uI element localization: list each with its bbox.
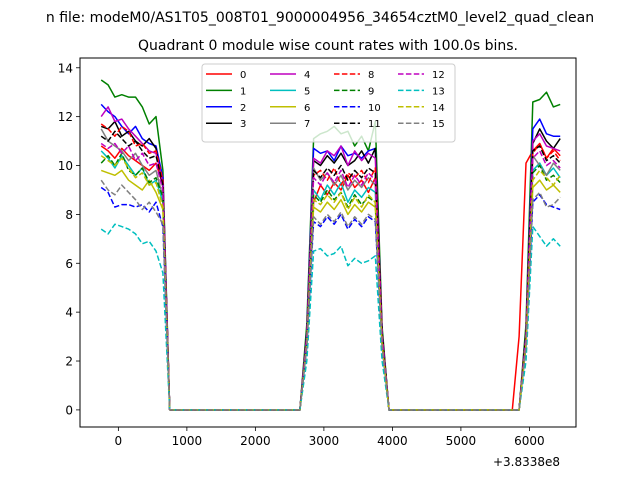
x-axis-offset-label: +3.8338e8 bbox=[493, 455, 560, 469]
legend-label-9: 9 bbox=[368, 86, 374, 97]
legend-label-1: 1 bbox=[240, 86, 246, 97]
series-line-2 bbox=[100, 103, 561, 411]
x-tick-label: 4000 bbox=[377, 434, 408, 448]
y-tick-label: 10 bbox=[58, 159, 73, 173]
x-tick-label: 5000 bbox=[446, 434, 477, 448]
y-tick-label: 14 bbox=[58, 61, 73, 75]
x-tick-label: 3000 bbox=[309, 434, 340, 448]
legend-label-7: 7 bbox=[304, 119, 310, 130]
y-tick-label: 0 bbox=[65, 403, 73, 417]
legend-label-6: 6 bbox=[304, 103, 310, 114]
y-tick-label: 8 bbox=[65, 208, 73, 222]
legend-label-3: 3 bbox=[240, 119, 246, 130]
legend-label-12: 12 bbox=[432, 70, 445, 81]
x-tick-label: 6000 bbox=[514, 434, 545, 448]
series-line-10 bbox=[100, 186, 561, 411]
plot-lines bbox=[100, 79, 561, 411]
x-axis: 0 1000 2000 3000 4000 5000 6000 bbox=[115, 427, 545, 448]
x-tick-label: 0 bbox=[115, 434, 123, 448]
legend-label-10: 10 bbox=[368, 103, 381, 114]
chart-title: Quadrant 0 module wise count rates with … bbox=[138, 38, 518, 54]
legend-label-5: 5 bbox=[304, 86, 310, 97]
y-tick-label: 4 bbox=[65, 306, 73, 320]
x-tick-label: 1000 bbox=[172, 434, 203, 448]
series-line-9 bbox=[100, 152, 561, 411]
series-line-6 bbox=[100, 169, 561, 411]
series-line-3 bbox=[100, 120, 561, 411]
y-tick-label: 12 bbox=[58, 110, 73, 124]
legend-label-8: 8 bbox=[368, 70, 374, 81]
legend-label-2: 2 bbox=[240, 103, 246, 114]
legend-box bbox=[201, 63, 456, 143]
series-line-15 bbox=[100, 179, 561, 411]
series-line-8 bbox=[100, 123, 561, 411]
series-line-13 bbox=[100, 223, 561, 411]
legend-label-11: 11 bbox=[368, 119, 381, 130]
legend-label-13: 13 bbox=[432, 86, 445, 97]
y-tick-label: 6 bbox=[65, 257, 73, 271]
y-axis: 0 2 4 6 8 10 12 14 bbox=[58, 61, 80, 417]
legend-label-15: 15 bbox=[432, 119, 445, 130]
legend-label-14: 14 bbox=[432, 103, 445, 114]
legend-label-0: 0 bbox=[240, 70, 246, 81]
series-line-4 bbox=[100, 106, 561, 411]
series-line-5 bbox=[100, 150, 561, 411]
series-line-12 bbox=[100, 142, 561, 411]
series-line-0 bbox=[100, 142, 561, 411]
x-tick-label: 2000 bbox=[240, 434, 271, 448]
figure-suptitle: n file: modeM0/AS1T05_008T01_9000004956_… bbox=[46, 10, 594, 26]
plot-frame bbox=[79, 57, 577, 428]
y-tick-label: 2 bbox=[65, 355, 73, 369]
legend-label-4: 4 bbox=[304, 70, 310, 81]
